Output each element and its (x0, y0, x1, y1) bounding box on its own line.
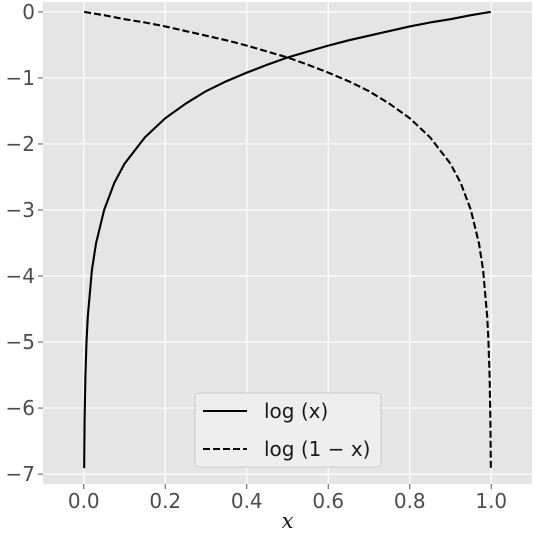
series-lines (83, 10, 492, 469)
series-line-0 (83, 10, 492, 469)
y-tick-label: −5 (6, 330, 35, 354)
y-tick-label: −4 (6, 264, 35, 288)
x-tick-label: 0.0 (68, 489, 100, 513)
y-tick-label: −7 (6, 462, 35, 486)
x-tick-label: 0.2 (149, 489, 181, 513)
legend: log (x) log (1 − x) (194, 392, 382, 468)
series-line-1 (83, 10, 492, 469)
y-tick-label: −1 (6, 66, 35, 90)
x-tick-label: 1.0 (475, 489, 507, 513)
x-tick-label: 0.4 (231, 489, 263, 513)
x-axis-ticks: 0.0 0.2 0.4 0.6 0.8 1.0 (68, 484, 507, 513)
legend-label-log-1-minus-x: log (1 − x) (264, 437, 370, 461)
y-tick-label: −2 (6, 132, 35, 156)
x-tick-label: 0.8 (394, 489, 426, 513)
legend-label-log-x: log (x) (264, 399, 328, 423)
x-axis-label: x (282, 509, 294, 533)
y-axis-ticks: 0 −1 −2 −3 −4 −5 −6 −7 (6, 0, 43, 486)
y-tick-label: 0 (22, 0, 35, 24)
x-tick-label: 0.6 (312, 489, 344, 513)
y-tick-label: −3 (6, 198, 35, 222)
gridlines (43, 2, 532, 484)
y-tick-label: −6 (6, 396, 35, 420)
